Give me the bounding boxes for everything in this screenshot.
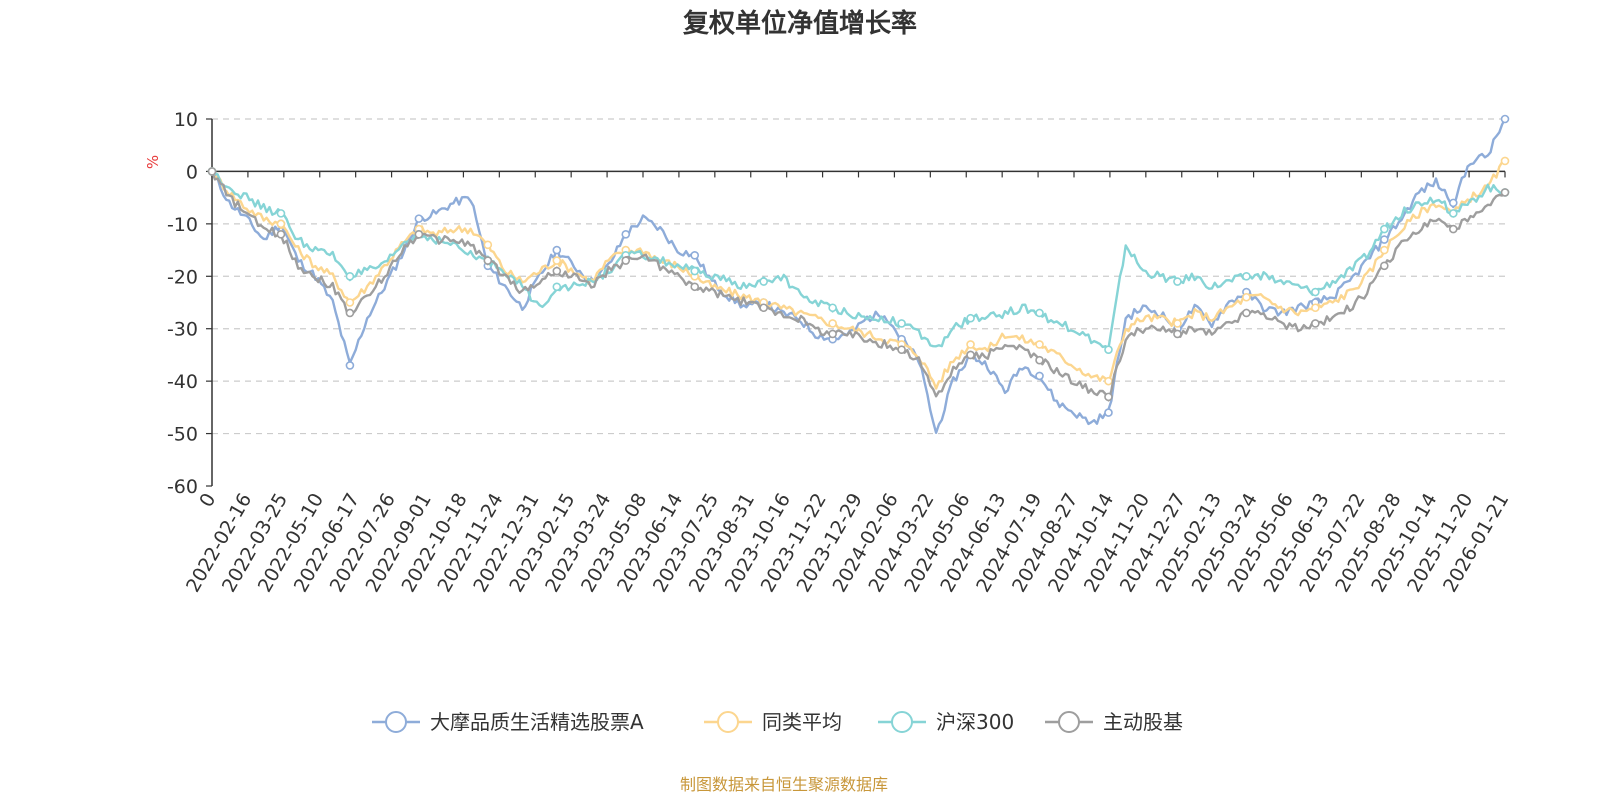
series-point	[690, 266, 700, 276]
series-point	[483, 256, 493, 265]
y-tick-label: -10	[167, 214, 198, 236]
series-point	[828, 319, 837, 328]
series-point	[690, 282, 700, 292]
series-point	[345, 361, 355, 370]
y-tick-label: -30	[167, 319, 198, 341]
series-point	[1104, 345, 1113, 354]
series-point	[1380, 224, 1389, 234]
series-point	[276, 219, 286, 229]
x-tick-label: 0	[195, 490, 220, 511]
series-point	[966, 340, 975, 349]
series-point	[276, 209, 286, 218]
legend-label: 主动股基	[1103, 710, 1183, 734]
series-line	[211, 118, 1507, 434]
chart-title: 复权单位净值增长率	[683, 8, 917, 39]
legend-swatch-marker	[891, 711, 913, 733]
x-axis-ticks: 02022-02-162022-03-252022-05-102022-06-1…	[182, 171, 1513, 596]
series-point	[1242, 271, 1251, 281]
y-tick-label: -40	[167, 371, 198, 393]
series-point	[345, 298, 355, 307]
series-point	[1380, 235, 1389, 244]
series-point	[1035, 340, 1044, 349]
series-point	[1311, 303, 1320, 313]
series-point	[1035, 371, 1044, 381]
series-point	[345, 308, 355, 318]
series-point	[621, 230, 631, 239]
series-line	[211, 170, 1506, 350]
legend-item[interactable]: 大摩品质生活精选股票A	[372, 710, 644, 734]
legend-swatch-marker	[385, 711, 407, 733]
series-point	[1448, 198, 1458, 208]
series-point	[1035, 355, 1044, 365]
series-line	[210, 159, 1506, 390]
grid-lines	[212, 118, 1505, 435]
series-point	[1500, 114, 1510, 124]
series-point	[966, 350, 975, 360]
series-line	[210, 170, 1506, 402]
series-point	[1311, 319, 1320, 328]
series-point	[621, 256, 631, 265]
series-point	[897, 319, 906, 328]
series-point	[552, 282, 562, 292]
series-point	[414, 230, 424, 239]
series-point	[276, 230, 286, 239]
y-tick-label: -60	[167, 476, 198, 498]
y-axis-unit: %	[144, 155, 162, 169]
legend-label: 同类平均	[762, 710, 842, 734]
series-point	[828, 303, 837, 313]
y-tick-label: 10	[174, 109, 198, 131]
series-point	[1242, 292, 1251, 302]
series-point	[1173, 277, 1182, 286]
series-point	[1173, 319, 1182, 328]
series-point	[690, 251, 700, 260]
series-point	[1380, 261, 1389, 271]
y-tick-label: -50	[167, 424, 198, 446]
series-point	[759, 277, 768, 286]
series-point	[345, 271, 355, 281]
series-point	[1380, 245, 1389, 255]
series-point	[1035, 308, 1044, 318]
legend-item[interactable]: 沪深300	[878, 710, 1014, 734]
series-point	[1500, 156, 1510, 166]
series-point	[552, 266, 562, 276]
series-point	[1104, 392, 1113, 402]
legend[interactable]: 大摩品质生活精选股票A 同类平均 沪深300 主动股基	[372, 710, 1183, 734]
series-point	[1448, 224, 1458, 234]
series-point	[1500, 188, 1510, 197]
series-point	[966, 313, 975, 323]
series-point	[1173, 329, 1182, 339]
series-point	[759, 303, 768, 313]
series-point	[552, 245, 562, 255]
series-point	[552, 256, 562, 265]
legend-swatch-marker	[1058, 711, 1080, 733]
legend-swatch-marker	[717, 711, 739, 733]
series-point	[897, 345, 906, 354]
y-axis-ticks: 10 0 -10 -20 -30 -40 -50 -60	[167, 109, 212, 498]
series-point	[483, 240, 493, 250]
series-point	[1104, 408, 1113, 417]
series-lines	[207, 114, 1510, 434]
series-point	[1311, 287, 1320, 297]
series-point	[414, 214, 424, 223]
series-point	[828, 329, 837, 339]
legend-label: 沪深300	[936, 710, 1014, 734]
y-tick-label: 0	[186, 161, 198, 183]
legend-label: 大摩品质生活精选股票A	[430, 710, 644, 734]
source-note: 制图数据来自恒生聚源数据库	[680, 775, 888, 794]
legend-item[interactable]: 同类平均	[704, 710, 842, 734]
series-point	[1448, 209, 1458, 218]
series-point	[207, 167, 217, 176]
y-tick-label: -20	[167, 266, 198, 288]
series-point	[1104, 376, 1113, 386]
legend-item[interactable]: 主动股基	[1045, 710, 1183, 734]
series-point	[1242, 308, 1251, 318]
